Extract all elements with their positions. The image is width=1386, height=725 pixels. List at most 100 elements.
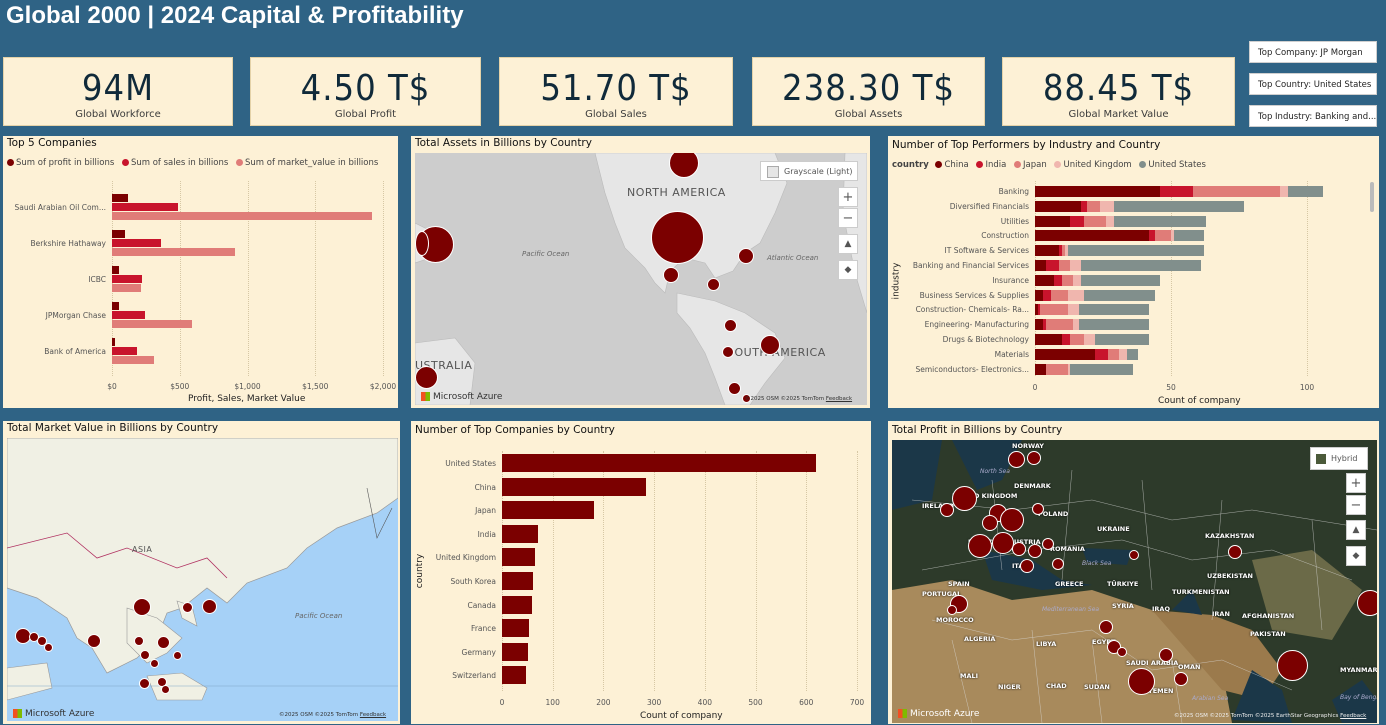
bar-segment[interactable] <box>1040 304 1068 316</box>
bar-segment[interactable] <box>1067 304 1079 316</box>
bar-segment[interactable] <box>1035 230 1150 242</box>
bar-profit[interactable] <box>112 230 125 238</box>
bar-profit[interactable] <box>112 302 119 310</box>
bar-sales[interactable] <box>112 239 162 247</box>
assets-map[interactable]: NORTH AMERICA SOUTH AMERICA USTRALIA Pac… <box>415 153 867 405</box>
map-bubble[interactable] <box>1032 503 1044 515</box>
map-bubble[interactable] <box>173 651 182 660</box>
map-bubble[interactable] <box>707 278 720 291</box>
bar-segment[interactable] <box>1070 215 1084 227</box>
bar-segment[interactable] <box>1035 274 1055 286</box>
map-bubble[interactable] <box>1128 668 1155 695</box>
countries-panel[interactable]: Number of Top Companies by Country 0 100 2… <box>411 421 871 724</box>
bar-segment[interactable] <box>1054 274 1063 286</box>
map-bubble[interactable] <box>150 659 159 668</box>
zoom-out-button[interactable]: − <box>838 208 858 228</box>
bar-segment[interactable] <box>1045 260 1060 271</box>
bar-segment[interactable] <box>1100 200 1114 212</box>
bar-segment[interactable] <box>1149 230 1155 242</box>
legend-item-india[interactable]: India <box>976 160 1006 170</box>
map-bubble[interactable] <box>1028 544 1042 558</box>
map-bubble[interactable] <box>182 602 193 613</box>
map-bubble[interactable] <box>760 335 780 355</box>
map-bubble[interactable] <box>1099 620 1113 634</box>
bar-segment[interactable] <box>1287 186 1324 197</box>
bar-sales[interactable] <box>112 275 143 283</box>
map-bubble[interactable] <box>724 319 737 332</box>
legend-item-china[interactable]: China <box>935 160 969 170</box>
compass-icon[interactable]: ◆ <box>1346 546 1366 566</box>
map-bubble[interactable] <box>1020 559 1034 573</box>
map-bubble[interactable] <box>157 636 170 649</box>
map-bubble[interactable] <box>651 211 704 264</box>
map-style-button[interactable]: Grayscale (Light) <box>760 161 858 181</box>
bar-segment[interactable] <box>1035 289 1044 301</box>
bar-profit[interactable] <box>112 194 129 202</box>
bar-market-value[interactable] <box>112 356 154 364</box>
map-bubble[interactable] <box>44 643 53 652</box>
country-bar[interactable] <box>502 501 595 520</box>
assets-map-panel[interactable]: Total Assets in Billions by Country NORT… <box>411 136 870 408</box>
map-bubble[interactable] <box>992 532 1014 554</box>
zoom-in-button[interactable]: + <box>1346 473 1366 493</box>
country-bar[interactable] <box>502 595 533 614</box>
bar-segment[interactable] <box>1171 230 1174 242</box>
performers-panel[interactable]: Number of Top Performers by Industry and… <box>888 136 1379 408</box>
bar-segment[interactable] <box>1078 304 1150 316</box>
map-bubble[interactable] <box>140 650 150 660</box>
bar-segment[interactable] <box>1067 245 1204 257</box>
bar-segment[interactable] <box>1160 186 1193 197</box>
bar-profit[interactable] <box>112 266 120 274</box>
legend-item-profit[interactable]: Sum of profit in billions <box>7 158 114 168</box>
map-bubble[interactable] <box>1117 647 1127 657</box>
bar-segment[interactable] <box>1035 334 1063 345</box>
bar-sales[interactable] <box>112 311 145 319</box>
map-bubble[interactable] <box>1052 558 1064 570</box>
top-industry-card[interactable]: Top Industry: Banking and... <box>1249 105 1377 127</box>
bar-market-value[interactable] <box>112 248 235 256</box>
bar-segment[interactable] <box>1279 186 1288 197</box>
bar-segment[interactable] <box>1078 319 1150 331</box>
feedback-link[interactable]: Feedback <box>825 396 853 402</box>
bar-segment[interactable] <box>1119 348 1128 360</box>
bar-segment[interactable] <box>1070 260 1082 271</box>
bar-profit[interactable] <box>112 338 116 346</box>
map-bubble[interactable] <box>738 248 754 264</box>
map-bubble[interactable] <box>1174 672 1188 686</box>
map-bubble[interactable] <box>669 153 699 178</box>
legend-item-market-value[interactable]: Sum of market_value in billions <box>236 158 378 168</box>
feedback-link[interactable]: Feedback <box>1340 713 1367 719</box>
map-bubble[interactable] <box>1277 650 1308 681</box>
bar-segment[interactable] <box>1070 334 1084 345</box>
bar-segment[interactable] <box>1108 348 1120 360</box>
map-bubble[interactable] <box>1012 542 1026 556</box>
map-bubble[interactable] <box>952 486 977 511</box>
top5-companies-panel[interactable]: Top 5 Companies Sum of profit in billion… <box>3 136 398 408</box>
map-bubble[interactable] <box>415 366 438 389</box>
bar-segment[interactable] <box>1035 260 1046 271</box>
tilt-icon[interactable]: ▲ <box>1346 520 1366 540</box>
country-bar[interactable] <box>502 619 529 638</box>
country-bar[interactable] <box>502 477 646 496</box>
bar-segment[interactable] <box>1035 319 1044 331</box>
map-bubble[interactable] <box>940 503 954 517</box>
country-bar[interactable] <box>502 666 526 685</box>
tilt-icon[interactable]: ▲ <box>838 234 858 254</box>
bar-segment[interactable] <box>1094 348 1109 360</box>
bar-segment[interactable] <box>1113 215 1207 227</box>
bar-segment[interactable] <box>1127 348 1139 360</box>
map-bubble[interactable] <box>742 394 751 403</box>
map-bubble[interactable] <box>1042 538 1054 550</box>
bar-segment[interactable] <box>1043 319 1046 331</box>
map-bubble[interactable] <box>37 636 47 646</box>
bar-segment[interactable] <box>1059 260 1071 271</box>
compass-icon[interactable]: ◆ <box>838 260 858 280</box>
bar-segment[interactable] <box>1067 363 1071 375</box>
bar-segment[interactable] <box>1035 348 1095 360</box>
bar-segment[interactable] <box>1086 200 1101 212</box>
market-map[interactable]: ASIA Pacific Ocean Microsoft Azure ©2025… <box>7 438 398 721</box>
bar-sales[interactable] <box>112 347 138 355</box>
bar-segment[interactable] <box>1105 215 1114 227</box>
bar-segment[interactable] <box>1173 230 1204 242</box>
bar-segment[interactable] <box>1192 186 1280 197</box>
